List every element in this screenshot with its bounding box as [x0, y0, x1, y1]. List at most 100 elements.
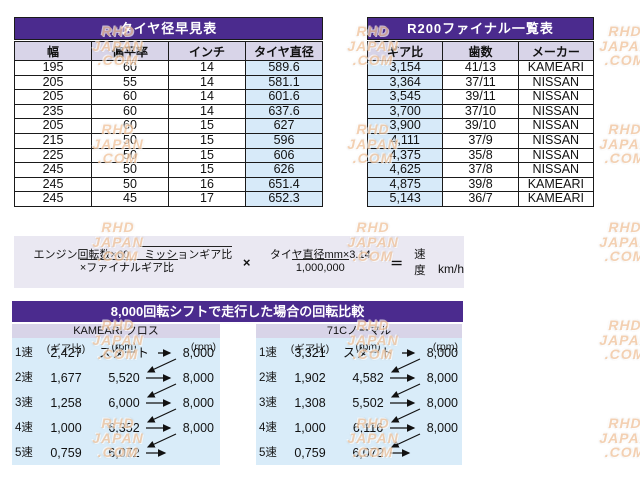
cell: 37/11 — [442, 74, 519, 91]
rpm-from-value: 6,072 — [108, 446, 140, 460]
cell: KAMEARI — [517, 191, 595, 207]
cell: 37/9 — [442, 132, 519, 149]
rpm-to-header: (rpm) — [432, 341, 458, 353]
table-row: 3,700 37/10 NISSAN — [366, 103, 595, 120]
cell: NISSAN — [517, 132, 595, 149]
cell: 205 — [14, 89, 92, 105]
column-header: タイヤ直径 — [245, 41, 323, 61]
formula-denominator-right: 1,000,000 — [291, 259, 349, 274]
cell: NISSAN — [517, 89, 595, 105]
cell: 14 — [168, 89, 246, 105]
gear-ratio-value: 3,321 — [294, 346, 326, 360]
cell: 637.6 — [245, 103, 323, 120]
cell: 589.6 — [245, 60, 323, 76]
gear-label: 2速 — [15, 372, 33, 384]
table-row: 4,875 39/8 KAMEARI — [366, 176, 595, 193]
gear-label: 4速 — [259, 422, 277, 434]
gear-row: 5速 0,759 6,072 — [12, 446, 220, 460]
cell: 39/10 — [442, 118, 519, 134]
column-header: 歯数 — [442, 41, 519, 61]
cell: 50 — [91, 162, 169, 178]
cell: 245 — [14, 191, 92, 207]
gear-ratio-value: 0,759 — [294, 446, 326, 460]
panel-body: (ギア比) (rpm) (rpm) 1速 3,321 スタート 8,000 2速… — [256, 338, 462, 465]
rpm-to-value: 8,000 — [426, 346, 458, 360]
final-drive-table: R200ファイナル一覧表 ギア比 歯数 メーカー 3,154 41/13 KAMEARI… — [366, 17, 595, 207]
gear-ratio-header: (ギア比) — [46, 343, 86, 355]
rpm-to-value: 8,000 — [426, 371, 458, 385]
cell: 60 — [91, 89, 169, 105]
gear-ratio-value: 1,677 — [50, 371, 82, 385]
panel-title: 71Cノーマル — [256, 324, 462, 338]
cell: 601.6 — [245, 89, 323, 105]
cell: 17 — [168, 191, 246, 207]
gear-row: 1速 3,321 スタート 8,000 — [256, 346, 462, 360]
cell: 15 — [168, 132, 246, 149]
rpm-from-value: スタート — [342, 346, 393, 360]
gear-label: 5速 — [15, 447, 33, 459]
rpm-from-value: 6,116 — [352, 421, 384, 435]
multiply-sign: × — [242, 254, 251, 270]
table-row: 235 60 14 637.6 — [14, 103, 323, 120]
speed-result-label: 速度 — [414, 249, 426, 277]
cell: 5,143 — [366, 191, 444, 207]
rpm-from-header: (rpm) — [111, 341, 137, 353]
cell: 55 — [91, 74, 169, 91]
cell: 36/7 — [442, 191, 519, 207]
table-row: 245 50 16 651.4 — [14, 176, 323, 193]
cell: 3,700 — [366, 103, 444, 120]
gear-row: 3速 1,308 5,502 8,000 — [256, 396, 462, 410]
cell: 4,625 — [366, 162, 444, 178]
gear-ratio-header: (ギア比) — [290, 343, 330, 355]
formula-fraction-right: タイヤ直径mm×3.14 1,000,000 — [259, 249, 381, 275]
rpm-from-value: 4,582 — [352, 371, 384, 385]
table-row: 5,143 36/7 KAMEARI — [366, 191, 595, 207]
cell: 50 — [91, 132, 169, 149]
speed-formula: エンジン回転数×60 ミッションギア比×ファイナルギア比 × タイヤ直径mm×3… — [14, 236, 464, 288]
table-row: 3,900 39/10 NISSAN — [366, 118, 595, 134]
speed-unit-label: km/h — [437, 262, 464, 276]
cell: 50 — [91, 147, 169, 164]
table-row: 215 50 15 596 — [14, 132, 323, 149]
rpm-to-value: 8,000 — [182, 396, 214, 410]
table-row: 3,364 37/11 NISSAN — [366, 74, 595, 91]
gear-label: 1速 — [15, 347, 33, 359]
gear-ratio-value: 2,427 — [50, 346, 82, 360]
cell: 4,875 — [366, 176, 444, 193]
table-row: 4,625 37/8 NISSAN — [366, 162, 595, 178]
table-row: 245 50 15 626 — [14, 162, 323, 178]
cell: NISSAN — [517, 162, 595, 178]
cell: 39/11 — [442, 89, 519, 105]
cell: 50 — [91, 176, 169, 193]
cell: NISSAN — [517, 147, 595, 164]
cell: 37/8 — [442, 162, 519, 178]
tire-table-grid: 幅偏平率 インチ タイヤ直径 195 60 14 589.6 205 55 14 581.1 205… — [14, 41, 323, 207]
cell: NISSAN — [517, 74, 595, 91]
gear-row: 4速 1,000 6,116 8,000 — [256, 421, 462, 435]
cell: 205 — [14, 118, 92, 134]
gear-label: 1速 — [259, 347, 277, 359]
cell: 60 — [91, 103, 169, 120]
cell: 60 — [91, 118, 169, 134]
column-header: ギア比 — [366, 41, 444, 61]
formula-fraction-left: エンジン回転数×60 ミッションギア比×ファイナルギア比 — [24, 246, 234, 275]
panel-71c-normal: 71Cノーマル (ギア比) (rpm) (rpm) 1速 3,321 スタート … — [256, 324, 462, 465]
cell: 245 — [14, 162, 92, 178]
cell: 15 — [168, 162, 246, 178]
table-row: 225 50 15 606 — [14, 147, 323, 164]
gear-row: 1速 2,427 スタート 8,000 — [12, 346, 220, 360]
cell: 37/10 — [442, 103, 519, 120]
cell: KAMEARI — [517, 176, 595, 193]
cell: 652.3 — [245, 191, 323, 207]
rpm-from-value: 5,502 — [352, 396, 384, 410]
final-table-grid: ギア比 歯数 メーカー 3,154 41/13 KAMEARI 3,364 37/11 NIS… — [366, 41, 595, 207]
table-row: 4,111 37/9 NISSAN — [366, 132, 595, 149]
equals-sign: ＝ — [390, 255, 404, 271]
gear-row: 3速 1,258 6,000 8,000 — [12, 396, 220, 410]
gear-label: 5速 — [259, 447, 277, 459]
table-row: 3,545 39/11 NISSAN — [366, 89, 595, 105]
